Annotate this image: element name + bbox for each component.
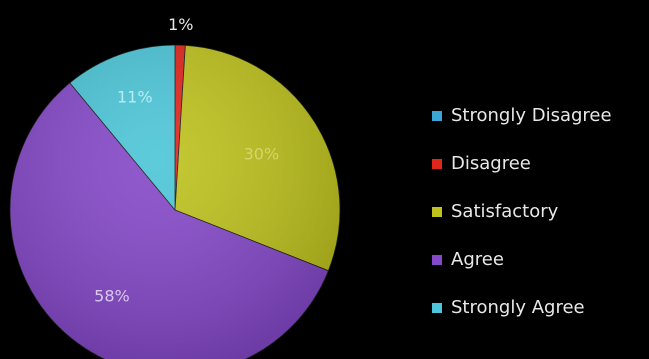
legend-label: Disagree [451,153,531,174]
legend: Strongly Disagree Disagree Satisfactory Agr… [432,105,612,318]
legend-label: Strongly Disagree [451,105,612,126]
legend-swatch [432,255,442,265]
legend-swatch [432,207,442,217]
legend-item-strongly-agree: Strongly Agree [432,297,585,318]
legend-item-strongly-disagree: Strongly Disagree [432,105,612,126]
data-label-agree: 58% [94,286,130,305]
pie-data-labels: 1% 30% 58% 11% [94,15,279,305]
data-label-disagree: 1% [168,15,193,34]
data-label-strongly-agree: 11% [117,88,153,107]
legend-label: Satisfactory [451,201,559,222]
legend-item-satisfactory: Satisfactory [432,201,559,222]
legend-swatch [432,111,442,121]
data-label-satisfactory: 30% [244,145,280,164]
legend-swatch [432,159,442,169]
pie-slices [9,44,341,359]
legend-item-disagree: Disagree [432,153,531,174]
legend-label: Strongly Agree [451,297,585,318]
legend-swatch [432,303,442,313]
legend-label: Agree [451,249,504,270]
legend-item-agree: Agree [432,249,504,270]
